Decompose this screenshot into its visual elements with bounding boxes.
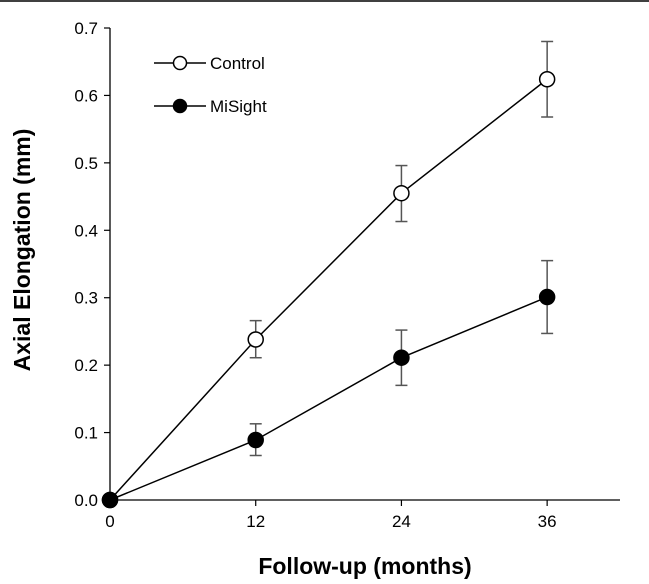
legend-control-label: Control bbox=[210, 54, 265, 73]
legend: Control MiSight bbox=[154, 54, 267, 116]
y-tick-label: 0.3 bbox=[74, 289, 98, 308]
y-tick-label: 0.5 bbox=[74, 154, 98, 173]
series-line-control bbox=[109, 78, 548, 501]
y-tick-label: 0.1 bbox=[74, 424, 98, 443]
legend-misight-marker bbox=[172, 98, 188, 114]
x-axis-title: Follow-up (months) bbox=[258, 553, 471, 579]
data-point-control bbox=[538, 70, 556, 88]
y-tick-label: 0.6 bbox=[74, 86, 98, 105]
data-point-control bbox=[393, 184, 410, 202]
x-tick-label: 36 bbox=[538, 512, 557, 531]
x-tick-label: 12 bbox=[246, 512, 265, 531]
x-tick-label: 24 bbox=[392, 512, 411, 531]
y-tick-label: 0.7 bbox=[74, 19, 98, 38]
y-tick-label: 0.4 bbox=[74, 221, 98, 240]
legend-control-marker bbox=[172, 55, 188, 71]
y-tick-label: 0.2 bbox=[74, 356, 98, 375]
y-tick-label: 0.0 bbox=[74, 491, 98, 510]
data-point-misight bbox=[393, 349, 410, 366]
data-point-misight bbox=[538, 288, 556, 306]
y-axis-ticks: 0.0 0.1 0.2 0.3 0.4 0.5 0.6 0.7 bbox=[74, 19, 110, 510]
series-lines bbox=[109, 78, 548, 501]
axes bbox=[109, 28, 620, 501]
x-axis-ticks: 0 12 24 36 bbox=[105, 500, 557, 531]
x-tick-label: 0 bbox=[105, 512, 114, 531]
series-line-misight bbox=[109, 296, 548, 501]
legend-misight-label: MiSight bbox=[210, 97, 267, 116]
data-point-misight bbox=[101, 491, 119, 509]
y-axis-title: Axial Elongation (mm) bbox=[9, 129, 35, 372]
data-point-control bbox=[247, 331, 264, 348]
data-point-misight bbox=[247, 431, 264, 449]
data-points bbox=[101, 70, 556, 509]
error-bars bbox=[249, 40, 554, 457]
